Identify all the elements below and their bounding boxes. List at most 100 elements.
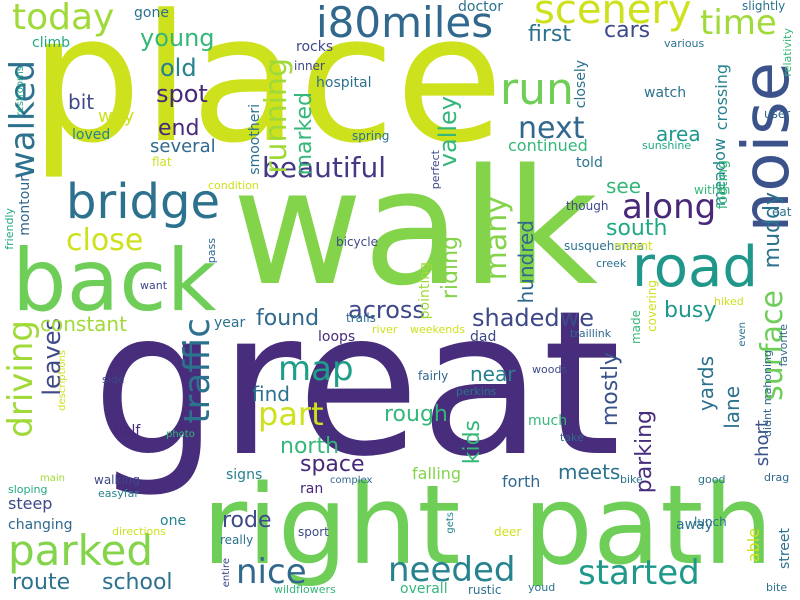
word: main — [40, 473, 65, 484]
word: riding — [438, 236, 463, 300]
word: condition — [208, 179, 259, 192]
word: walking — [94, 473, 141, 487]
word: traffic — [177, 318, 218, 424]
word: dad — [470, 329, 497, 345]
word: several — [150, 136, 216, 157]
word: steep — [8, 494, 53, 513]
word: montour — [17, 176, 33, 236]
word: time — [700, 3, 777, 43]
word: made — [629, 310, 643, 345]
word: south — [606, 216, 668, 241]
word: school — [102, 570, 173, 595]
word: old — [160, 54, 197, 82]
word: muddy — [760, 192, 785, 269]
word: north — [280, 434, 340, 459]
word: sport — [298, 525, 329, 539]
word: susquehanna — [564, 239, 645, 253]
word: perfect — [429, 150, 442, 190]
word: end — [158, 116, 200, 141]
word: directions — [112, 525, 166, 538]
word: way — [98, 106, 135, 127]
word: traillink — [570, 327, 612, 340]
word: forth — [502, 472, 541, 491]
word: street — [777, 528, 793, 569]
word: rough — [384, 402, 448, 427]
word: hundred — [514, 220, 538, 304]
word: away — [676, 517, 713, 533]
word: various — [664, 37, 705, 50]
word: hospital — [316, 75, 372, 91]
word: entire — [221, 558, 232, 588]
word: youd — [528, 581, 556, 594]
word: space — [300, 452, 365, 477]
word: smootheri — [247, 104, 263, 175]
word: though — [566, 199, 609, 213]
word: meets — [558, 460, 621, 484]
word: parked — [8, 526, 153, 575]
word: half — [114, 423, 141, 439]
word: didnt mahoning — [761, 350, 774, 437]
word: running — [259, 58, 294, 174]
word: able — [744, 528, 763, 563]
word: bike — [620, 473, 643, 486]
word: bridge — [66, 174, 221, 230]
word: find — [252, 382, 290, 406]
word: year — [214, 315, 246, 331]
word: yards — [694, 356, 718, 412]
word: take — [560, 431, 584, 444]
word: marked — [292, 92, 317, 176]
word: doctor — [458, 0, 503, 15]
word: young — [140, 24, 215, 52]
word: gone — [134, 5, 169, 21]
word: signs — [226, 467, 263, 483]
word: overall — [400, 581, 448, 597]
word: bite — [766, 581, 788, 594]
word: within — [694, 183, 731, 197]
word: gets — [445, 512, 456, 534]
word: one — [160, 513, 187, 529]
word: driving — [1, 320, 41, 438]
word: along — [622, 187, 717, 227]
word: meant — [614, 239, 653, 253]
word: hiked — [714, 295, 744, 308]
word: next — [518, 111, 585, 146]
word: rocks — [296, 39, 334, 55]
word: lane — [720, 386, 744, 429]
word: friendly — [3, 208, 16, 250]
word: path — [523, 461, 774, 589]
word: flat — [152, 155, 172, 169]
word: rode — [222, 508, 272, 533]
word: cars — [604, 18, 651, 43]
word: favorite — [777, 324, 790, 367]
word: sunshine — [642, 139, 692, 152]
word: near — [470, 362, 516, 386]
word: weekends — [410, 323, 465, 336]
word: scenery — [534, 0, 692, 33]
word: loved — [72, 127, 111, 143]
word: deer — [494, 525, 522, 539]
word: ran — [300, 481, 324, 497]
word: covering — [645, 280, 659, 332]
word: fairly — [418, 369, 449, 383]
word: woods — [532, 363, 568, 376]
word: nice — [236, 552, 307, 592]
word: close — [66, 223, 144, 258]
word: sloping — [8, 483, 48, 496]
word: across — [348, 296, 425, 324]
word: see — [606, 174, 642, 198]
word: changing — [8, 517, 73, 533]
word: slightly — [742, 0, 786, 13]
word: right — [202, 461, 461, 589]
word: rustic — [468, 583, 502, 597]
word: many — [479, 196, 514, 281]
word: user — [764, 107, 791, 121]
word: map — [278, 349, 354, 389]
word: drag — [764, 471, 790, 484]
word: found — [256, 306, 320, 331]
word: mostly — [598, 352, 623, 427]
word: beautiful — [262, 151, 387, 184]
word: really — [220, 533, 254, 547]
word: busy — [664, 298, 717, 323]
word: easyfar — [98, 487, 139, 500]
